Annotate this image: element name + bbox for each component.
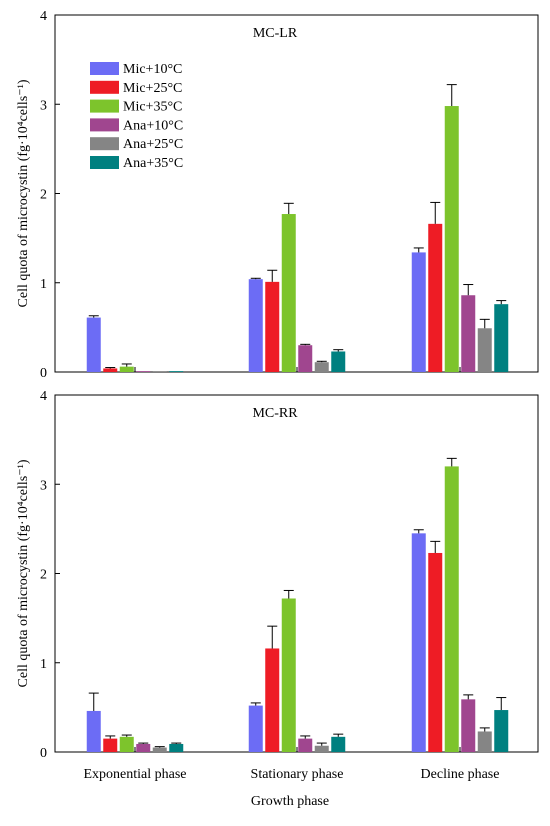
x-tick-label: Decline phase: [421, 767, 500, 782]
bar: [265, 648, 280, 752]
y-tick-label: 1: [40, 277, 47, 292]
legend-label: Ana+35°C: [123, 156, 183, 171]
y-tick-label: 0: [40, 366, 47, 381]
y-tick-label: 4: [40, 9, 47, 24]
bar: [444, 106, 459, 372]
bar: [298, 345, 313, 372]
bar: [444, 466, 459, 752]
plot-frame: [54, 394, 539, 753]
legend-label: Ana+25°C: [123, 137, 183, 152]
bar: [428, 552, 443, 752]
bar: [119, 366, 134, 372]
bar: [477, 731, 492, 752]
x-tick-label: Exponential phase: [83, 767, 186, 782]
bar: [152, 747, 167, 752]
panel-title: MC-RR: [252, 406, 298, 421]
legend-label: Mic+35°C: [123, 100, 182, 115]
legend-swatch: [90, 62, 119, 75]
bar: [136, 371, 151, 372]
legend-swatch: [90, 80, 119, 94]
bar: [477, 328, 492, 372]
legend-swatch: [90, 99, 119, 113]
bar: [314, 362, 329, 372]
x-axis-label: Growth phase: [251, 794, 329, 809]
chart-panel-1: 0 1 2 3 4 Cell quota of microcystin (fg·10⁴ce…: [16, 9, 539, 381]
bar: [86, 710, 101, 752]
y-tick-label: 2: [40, 188, 47, 203]
bar: [136, 743, 151, 752]
y-tick-label: 1: [40, 657, 47, 672]
legend-swatch: [90, 137, 119, 151]
bar: [169, 371, 184, 372]
y-axis-label: Cell quota of microcystin (fg·10⁴cells⁻¹…: [16, 459, 31, 687]
legend: Mic+10°C Mic+25°C Mic+35°C Ana+10°C Ana+25°C…: [90, 62, 183, 171]
bar: [103, 368, 118, 372]
y-tick-label: 2: [40, 568, 47, 583]
bar: [152, 371, 167, 372]
bar: [331, 351, 346, 372]
chart-panel-2: 0 1 2 3 4 Cell quota of microcystin (fg·10⁴ce…: [16, 389, 539, 809]
bar: [248, 705, 263, 752]
legend-label: Mic+25°C: [123, 81, 182, 96]
bar: [494, 304, 509, 372]
bar: [86, 317, 101, 372]
legend-label: Mic+10°C: [123, 62, 182, 77]
bar: [411, 533, 426, 752]
bar: [248, 279, 263, 372]
bar: [461, 699, 476, 752]
bar: [314, 745, 329, 752]
bar: [461, 295, 476, 372]
bar: [298, 738, 313, 752]
bar: [428, 223, 443, 372]
y-tick-label: 3: [40, 98, 47, 113]
y-tick-label: 4: [40, 389, 47, 404]
bar: [281, 214, 296, 372]
bar: [281, 598, 296, 752]
bar: [103, 738, 118, 752]
y-tick-label: 0: [40, 746, 47, 761]
y-axis-label: Cell quota of microcystin (fg·10⁴cells⁻¹…: [16, 79, 31, 307]
bar: [119, 736, 134, 752]
bar: [265, 281, 280, 372]
x-tick-label: Stationary phase: [251, 767, 344, 782]
bar: [331, 736, 346, 752]
legend-swatch: [90, 118, 119, 132]
bar: [411, 252, 426, 372]
y-tick-label: 3: [40, 478, 47, 493]
bar: [169, 743, 184, 752]
legend-label: Ana+10°C: [123, 118, 183, 133]
panel-title: MC-LR: [253, 26, 298, 41]
bar: [494, 710, 509, 752]
legend-swatch: [90, 156, 119, 169]
